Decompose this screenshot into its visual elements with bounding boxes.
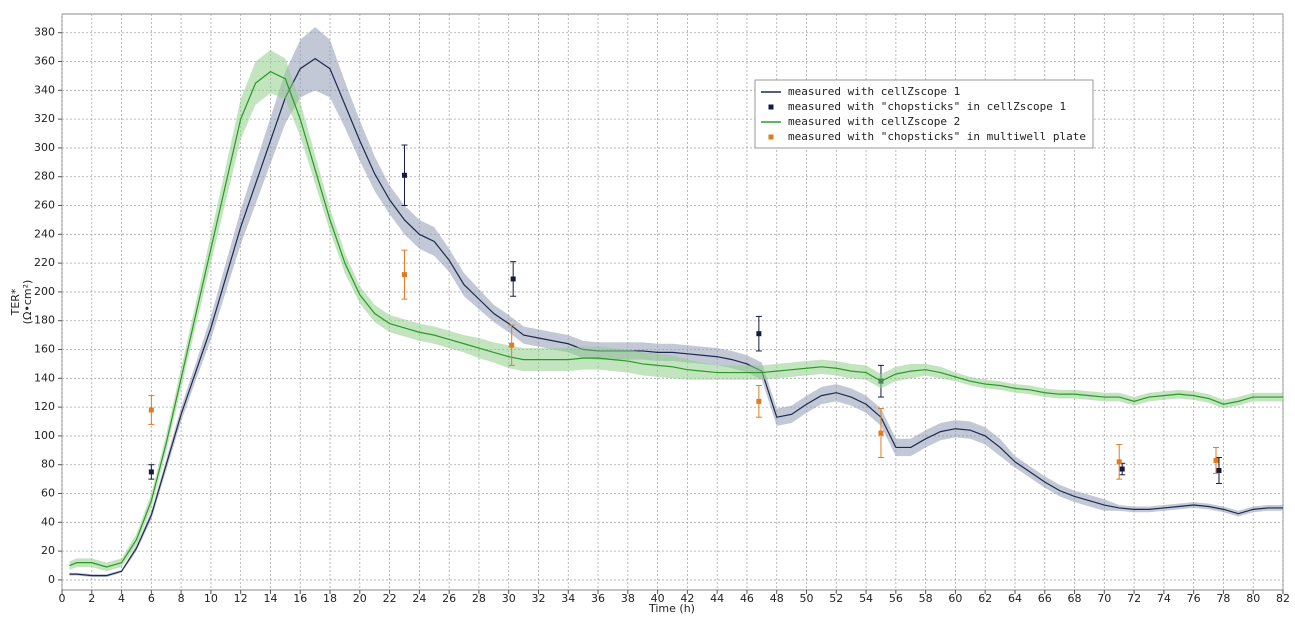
y-tick-label: 160 (34, 343, 55, 356)
y-tick-label: 340 (34, 83, 55, 96)
legend-swatch (768, 134, 774, 140)
y-tick-label: 240 (34, 227, 55, 240)
y-tick-label: 20 (41, 544, 55, 557)
y-tick-label: 40 (41, 515, 55, 528)
x-tick-label: 44 (710, 592, 724, 605)
x-tick-label: 46 (740, 592, 754, 605)
confidence-band (69, 26, 1284, 578)
x-tick-label: 74 (1157, 592, 1171, 605)
point (148, 469, 154, 475)
y-tick-label: 300 (34, 141, 55, 154)
y-tick-label: 60 (41, 487, 55, 500)
legend-label: measured with "chopsticks" in multiwell … (788, 130, 1086, 143)
y-tick-label: 320 (34, 112, 55, 125)
x-tick-label: 0 (59, 592, 66, 605)
y-tick-label: 220 (34, 256, 55, 269)
y-axis-unit: (Ω•cm²) (21, 280, 34, 325)
x-tick-label: 28 (472, 592, 486, 605)
x-tick-label: 6 (148, 592, 155, 605)
y-tick-label: 200 (34, 285, 55, 298)
x-tick-label: 26 (442, 592, 456, 605)
x-tick-label: 54 (859, 592, 873, 605)
y-tick-label: 380 (34, 26, 55, 39)
x-tick-label: 10 (204, 592, 218, 605)
x-tick-label: 38 (621, 592, 635, 605)
y-tick-label: 100 (34, 429, 55, 442)
x-tick-label: 12 (234, 592, 248, 605)
y-tick-label: 280 (34, 170, 55, 183)
x-tick-label: 56 (889, 592, 903, 605)
point (148, 407, 154, 413)
x-tick-label: 18 (323, 592, 337, 605)
legend-label: measured with "chopsticks" in cellZscope… (788, 100, 1066, 113)
x-tick-label: 22 (383, 592, 397, 605)
x-tick-label: 24 (412, 592, 426, 605)
x-tick-label: 42 (680, 592, 694, 605)
x-tick-label: 58 (919, 592, 933, 605)
x-tick-label: 48 (770, 592, 784, 605)
x-tick-label: 70 (1097, 592, 1111, 605)
legend: measured with cellZscope 1 measured with … (754, 79, 1094, 149)
x-tick-label: 72 (1127, 592, 1141, 605)
legend-box (754, 79, 1094, 149)
x-tick-label: 60 (948, 592, 962, 605)
y-tick-label: 180 (34, 314, 55, 327)
point (756, 398, 762, 404)
point (878, 430, 884, 436)
point (401, 272, 407, 278)
x-tick-label: 80 (1246, 592, 1260, 605)
y-tick-label: 80 (41, 458, 55, 471)
x-tick-label: 82 (1276, 592, 1290, 605)
point (509, 342, 515, 348)
legend-label: measured with cellZscope 1 (788, 85, 960, 98)
line (69, 70, 1283, 568)
y-axis-label: TER* (9, 288, 22, 316)
x-tick-label: 78 (1216, 592, 1230, 605)
x-tick-label: 34 (561, 592, 575, 605)
point (510, 276, 516, 282)
line (69, 57, 1283, 577)
x-tick-label: 32 (531, 592, 545, 605)
point (401, 172, 407, 178)
x-tick-label: 76 (1187, 592, 1201, 605)
point (1216, 467, 1222, 473)
x-tick-label: 8 (178, 592, 185, 605)
x-tick-label: 52 (829, 592, 843, 605)
x-tick-label: 30 (502, 592, 516, 605)
x-tick-label: 4 (118, 592, 125, 605)
point (1116, 459, 1122, 465)
y-tick-label: 140 (34, 371, 55, 384)
y-tick-label: 260 (34, 199, 55, 212)
x-tick-label: 2 (88, 592, 95, 605)
legend-swatch (768, 104, 774, 110)
y-tick-label: 0 (48, 573, 55, 586)
x-tick-label: 20 (353, 592, 367, 605)
x-tick-label: 16 (293, 592, 307, 605)
y-tick-label: 360 (34, 55, 55, 68)
x-tick-label: 66 (1038, 592, 1052, 605)
x-tick-label: 50 (800, 592, 814, 605)
x-tick-label: 14 (263, 592, 277, 605)
x-tick-label: 36 (591, 592, 605, 605)
point (1119, 466, 1125, 472)
y-tick-label: 120 (34, 400, 55, 413)
x-tick-label: 68 (1068, 592, 1082, 605)
x-axis-label: Time (h) (648, 602, 695, 615)
x-tick-label: 64 (1008, 592, 1022, 605)
x-tick-label: 62 (978, 592, 992, 605)
point (756, 331, 762, 337)
point (1213, 457, 1219, 463)
x-tick-label: 40 (651, 592, 665, 605)
legend-label: measured with cellZscope 2 (788, 115, 960, 128)
